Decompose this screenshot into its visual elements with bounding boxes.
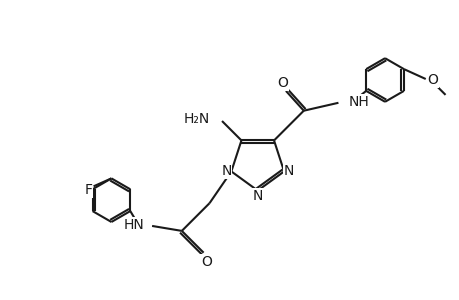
Text: F: F (84, 183, 92, 197)
Text: H₂N: H₂N (184, 112, 210, 126)
Text: O: O (201, 255, 212, 268)
Text: NH: NH (347, 95, 368, 109)
Text: O: O (277, 76, 288, 90)
Text: N: N (252, 189, 263, 202)
Text: HN: HN (123, 218, 144, 232)
Text: N: N (221, 164, 231, 178)
Text: N: N (283, 164, 294, 178)
Text: O: O (426, 73, 437, 87)
